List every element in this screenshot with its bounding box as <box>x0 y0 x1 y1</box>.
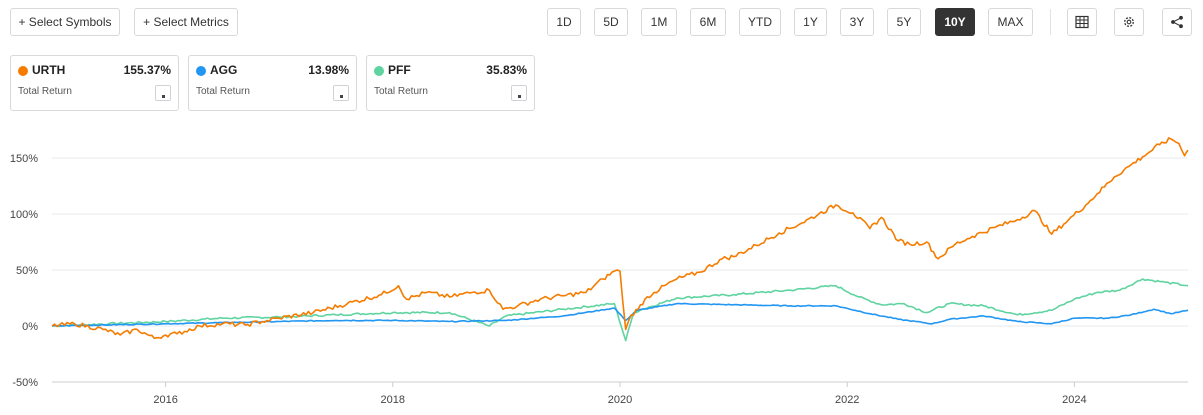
range-button-1y[interactable]: 1Y <box>794 8 827 36</box>
mini-chart-icon[interactable] <box>155 85 171 101</box>
card-value: 13.98% <box>308 63 349 77</box>
select-symbols-button[interactable]: + Select Symbols <box>10 8 120 36</box>
chart-series-lines <box>51 137 1189 342</box>
chart-gridlines <box>52 157 1188 383</box>
card-metric: Total Return <box>374 86 428 97</box>
legend-card-pff[interactable]: PFF 35.83% Total Return <box>366 55 535 111</box>
range-button-3y[interactable]: 3Y <box>840 8 874 36</box>
series-color-dot <box>374 66 384 76</box>
card-symbol: URTH <box>32 63 66 77</box>
x-axis: 2016 2018 2020 2022 2024 <box>52 381 1188 406</box>
range-button-5y[interactable]: 5Y <box>887 8 921 36</box>
range-button-1d[interactable]: 1D <box>547 8 581 36</box>
series-color-dot <box>196 66 206 76</box>
y-tick-label: 100% <box>10 209 38 221</box>
card-metric: Total Return <box>196 86 250 97</box>
x-tick-label: 2016 <box>153 394 177 406</box>
x-tick-label: 2020 <box>608 394 632 406</box>
share-icon <box>1171 15 1183 29</box>
range-button-6m[interactable]: 6M <box>690 8 726 36</box>
legend-card-urth[interactable]: URTH 155.37% Total Return <box>10 55 179 111</box>
x-tick-label: 2022 <box>835 394 859 406</box>
range-button-10y[interactable]: 10Y <box>935 8 975 36</box>
card-metric: Total Return <box>18 86 72 97</box>
share-button[interactable] <box>1162 8 1192 36</box>
y-tick-label: -50% <box>12 377 38 389</box>
card-symbol: PFF <box>388 63 411 77</box>
select-metrics-button[interactable]: + Select Metrics <box>134 8 238 36</box>
card-value: 35.83% <box>486 63 527 77</box>
gear-icon <box>1124 17 1134 27</box>
mini-chart-icon[interactable] <box>333 85 349 101</box>
card-symbol: AGG <box>210 63 238 77</box>
range-button-1m[interactable]: 1M <box>641 8 677 36</box>
y-tick-label: 0% <box>22 321 38 333</box>
x-tick-label: 2018 <box>381 394 405 406</box>
series-line-pff <box>51 278 1189 342</box>
legend-card-agg[interactable]: AGG 13.98% Total Return <box>188 55 357 111</box>
range-button-max[interactable]: MAX <box>988 8 1033 36</box>
series-color-dot <box>18 66 28 76</box>
y-axis-labels: -50% 0% 50% 100% 150% <box>10 153 38 389</box>
table-icon <box>1075 15 1089 29</box>
y-tick-label: 50% <box>16 265 38 277</box>
settings-button[interactable] <box>1114 8 1144 36</box>
y-tick-label: 150% <box>10 153 38 165</box>
range-button-5d[interactable]: 5D <box>594 8 628 36</box>
range-button-ytd[interactable]: YTD <box>739 8 781 36</box>
x-tick-label: 2024 <box>1062 394 1086 406</box>
performance-chart[interactable]: -50% 0% 50% 100% 150% 2016 2018 2020 2022 2024 <box>0 120 1203 415</box>
table-view-button[interactable] <box>1067 8 1097 36</box>
card-value: 155.37% <box>123 63 171 77</box>
series-line-urth <box>51 137 1189 340</box>
toolbar-divider <box>1050 9 1051 35</box>
mini-chart-icon[interactable] <box>511 85 527 101</box>
